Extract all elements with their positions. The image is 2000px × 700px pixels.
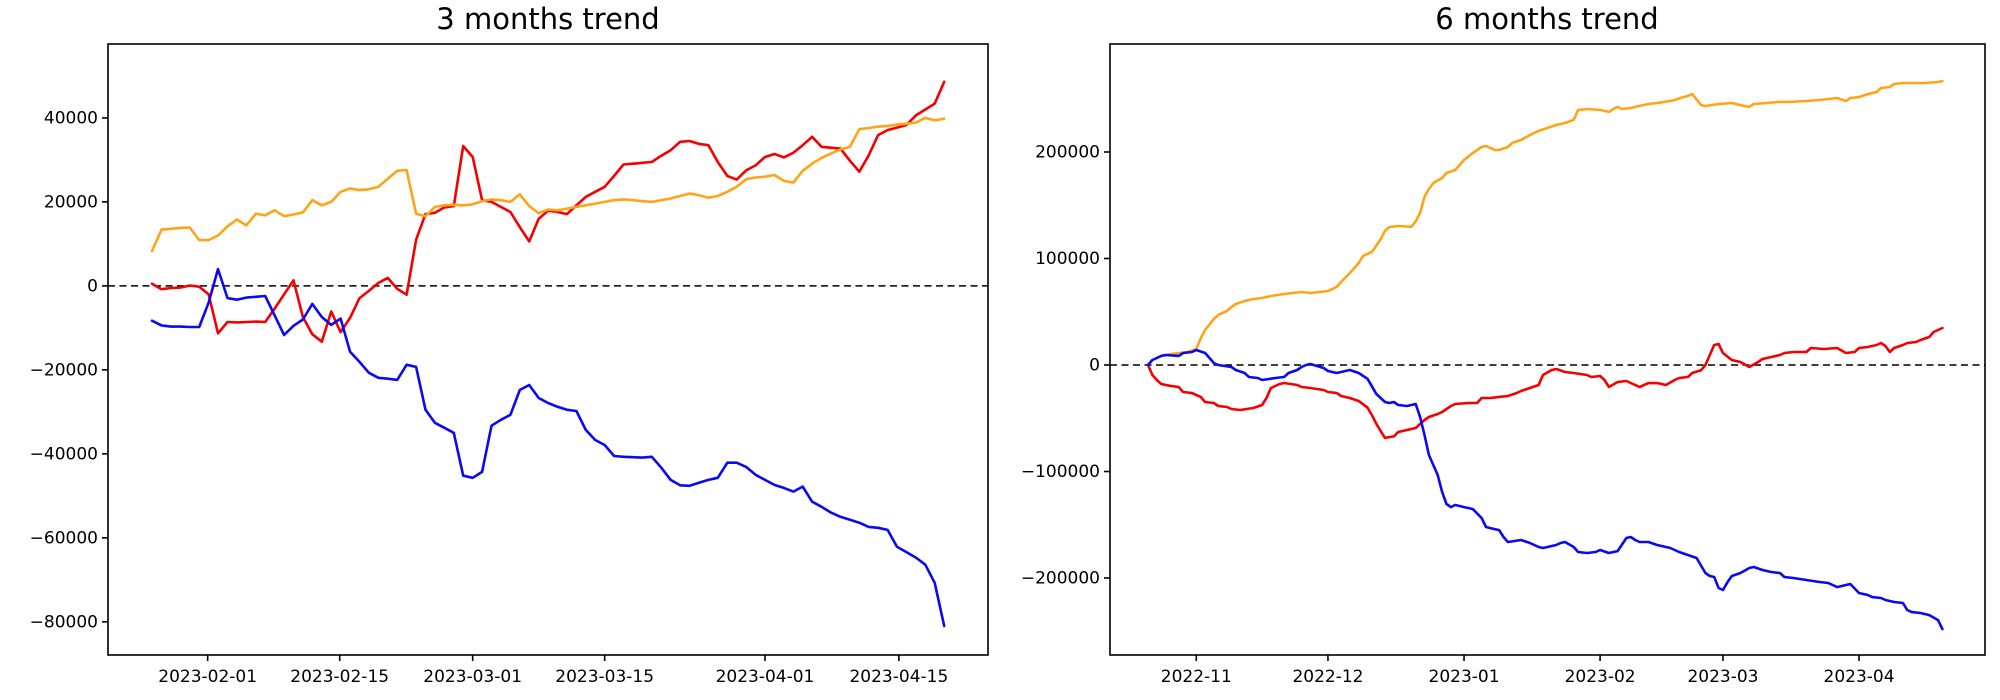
axes-frame: [107, 43, 989, 656]
y-tick-label: −20000: [30, 360, 98, 380]
chart-title-6-months: 6 months trend: [1435, 2, 1659, 36]
chart-3-months: 40000 20000 0 −20000 −40000 −60000 −80000 2023-…: [30, 43, 989, 687]
y-tick-label: 40000: [44, 108, 98, 128]
axes-frame: [1109, 43, 1986, 656]
y-tick-label: −100000: [1021, 462, 1100, 482]
x-tick-label: 2023-02: [1565, 667, 1636, 687]
y-tick-label: 100000: [1035, 249, 1100, 269]
y-tick-label: −200000: [1021, 568, 1100, 588]
series-orange-line: [150, 116, 946, 253]
y-tick-label: −60000: [30, 528, 98, 548]
y-tick-label: −80000: [30, 612, 98, 632]
chart-title-3-months: 3 months trend: [436, 2, 660, 36]
y-tick-label: 20000: [44, 192, 98, 212]
chart-6-months: 200000 100000 0 −100000 −200000 2022-11 2022-1…: [1021, 43, 1986, 687]
series-red-line: [1146, 326, 1944, 440]
x-tick-label: 2023-03-01: [423, 667, 522, 687]
x-tick-label: 2023-04-15: [849, 667, 948, 687]
y-tick-label: −40000: [30, 444, 98, 464]
series-blue-line: [1146, 348, 1944, 631]
x-tick-label: 2023-02-15: [290, 667, 389, 687]
y-tick-label: 0: [1089, 355, 1100, 375]
x-tick-label: 2023-04: [1824, 667, 1895, 687]
x-tick-label: 2023-03-15: [555, 667, 654, 687]
series-blue-line: [150, 267, 946, 628]
y-tick-label: 200000: [1035, 142, 1100, 162]
y-tick-label: 0: [87, 276, 98, 296]
x-tick-label: 2023-01: [1429, 667, 1500, 687]
x-tick-label: 2023-04-01: [716, 667, 815, 687]
x-tick-label: 2022-12: [1292, 667, 1363, 687]
series-orange-line: [1146, 79, 1944, 367]
x-tick-label: 2022-11: [1161, 667, 1232, 687]
x-tick-label: 2023-02-01: [158, 667, 257, 687]
x-tick-label: 2023-03: [1687, 667, 1758, 687]
